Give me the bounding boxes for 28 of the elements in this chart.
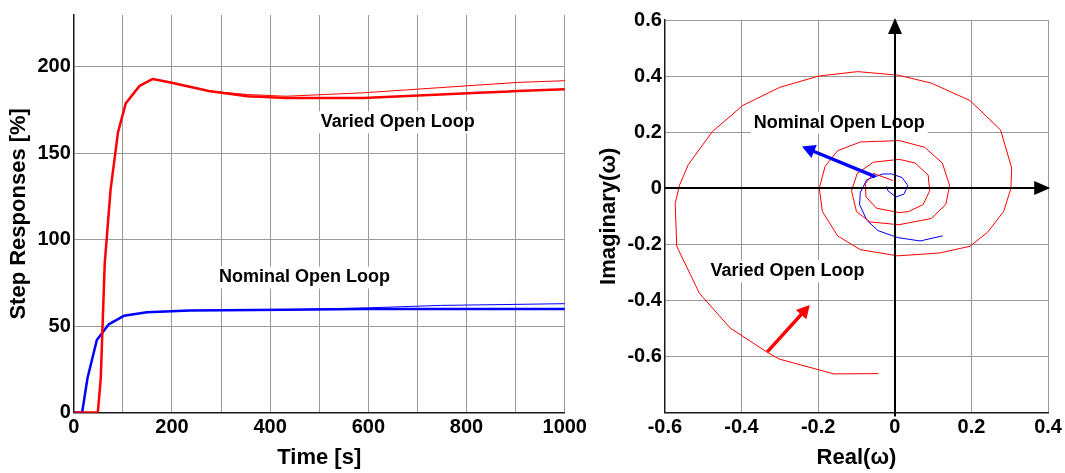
y-tick-label: 0: [650, 175, 662, 198]
x-tick-label: 800: [449, 415, 484, 438]
y-tick-label: 200: [37, 54, 71, 77]
x-tick-label: 0: [889, 415, 901, 438]
y-axis-title: Imaginary(ω): [595, 147, 621, 285]
annotation: Varied Open Loop: [710, 260, 865, 281]
y-tick-label: 50: [48, 313, 71, 336]
y-tick-label: 0.6: [634, 7, 662, 30]
x-tick-label: 400: [253, 415, 287, 438]
y-tick-label: 100: [37, 227, 71, 250]
y-tick-label: 0.2: [634, 119, 662, 142]
annotation: Varied Open Loop: [320, 111, 475, 132]
x-tick-label: 1000: [542, 415, 587, 438]
x-axis-title: Real(ω): [816, 443, 897, 469]
x-tick-label: 200: [155, 415, 189, 438]
x-tick-label: 0.2: [957, 415, 986, 438]
y-tick-label: 0.4: [634, 63, 663, 86]
y-tick-label: 150: [37, 140, 71, 163]
y-tick-label: -0.4: [627, 287, 663, 310]
y-axis-title: Step Responses [%]: [5, 108, 31, 320]
annotation: Nominal Open Loop: [219, 266, 391, 287]
x-tick-label: 0.4: [1034, 415, 1063, 438]
y-tick-label: -0.2: [627, 231, 662, 254]
x-tick-label: 600: [351, 415, 386, 438]
x-axis-title: Time [s]: [277, 443, 362, 469]
y-tick-label: -0.6: [627, 344, 662, 367]
x-tick-label: -0.4: [724, 415, 760, 438]
x-tick-label: -0.2: [800, 415, 836, 438]
